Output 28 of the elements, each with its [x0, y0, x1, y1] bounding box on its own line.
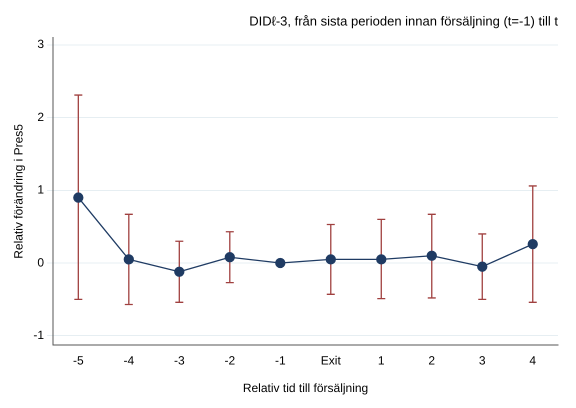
x-tick-label: Exit — [320, 354, 342, 368]
y-tick-label: 0 — [37, 255, 44, 270]
y-axis-title: Relativ förändring i Pres5 — [12, 124, 26, 259]
x-tick-label: -2 — [224, 354, 236, 368]
point — [174, 266, 184, 277]
x-tick-label: -1 — [274, 354, 286, 368]
point — [426, 250, 437, 261]
point — [528, 238, 538, 250]
y-tick-label: 1 — [37, 182, 44, 197]
y-tick-label: 2 — [37, 110, 44, 124]
x-tick-label: 3 — [478, 354, 486, 368]
chart-title: DIDℓ-3, från sista perioden innan försäljning (t=-1) till t — [249, 13, 558, 28]
x-tick-label: 2 — [428, 354, 436, 368]
x-tick-label: -3 — [174, 354, 185, 368]
x-tick-label: 1 — [378, 354, 385, 368]
point — [477, 262, 488, 272]
point — [124, 254, 134, 265]
point — [275, 258, 286, 268]
x-tick-label: 4 — [529, 354, 536, 368]
x-tick-label: -5 — [72, 354, 84, 368]
y-tick-label: 3 — [37, 37, 44, 52]
point — [224, 252, 235, 262]
point — [376, 254, 386, 265]
point — [326, 254, 336, 265]
point — [73, 192, 84, 203]
x-tick-label: -4 — [123, 354, 134, 368]
x-axis-title: Relativ tid till försäljning — [242, 381, 368, 396]
y-tick-label: -1 — [33, 328, 44, 342]
